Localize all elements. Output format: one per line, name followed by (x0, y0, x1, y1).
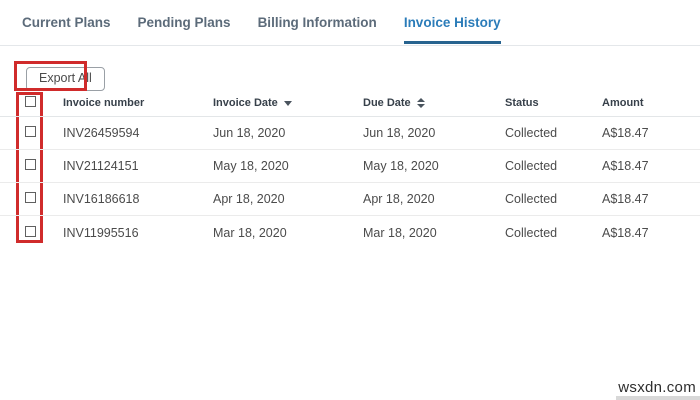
due-date-value: May 18, 2020 (363, 159, 439, 173)
row-checkbox[interactable] (25, 159, 36, 170)
table-row: INV16186618 Apr 18, 2020 Apr 18, 2020 Co… (0, 183, 700, 216)
row-checkbox-cell (0, 159, 55, 173)
invoice-number-value: INV11995516 (63, 225, 139, 240)
tab-invoice-history[interactable]: Invoice History (403, 0, 501, 45)
due-date-value: Mar 18, 2020 (363, 225, 437, 240)
select-all-checkbox[interactable] (25, 96, 36, 107)
invoice-history-table: Invoice number Invoice Date Due Date Sta… (0, 90, 700, 249)
header-invoice-number[interactable]: Invoice number (63, 97, 145, 109)
invoice-number-value: INV26459594 (63, 126, 140, 140)
invoice-number-value: INV16186618 (63, 192, 140, 206)
row-checkbox-cell (0, 126, 55, 140)
table-row: INV21124151 May 18, 2020 May 18, 2020 Co… (0, 150, 700, 183)
status-value: Collected (505, 159, 558, 173)
header-due-date-label: Due Date (363, 97, 411, 109)
invoice-date-value: Jun 18, 2020 (213, 126, 286, 140)
watermark-underline-bar (616, 396, 700, 400)
header-invoice-date-label: Invoice Date (213, 97, 278, 109)
amount-value: A$18.47 (602, 126, 649, 140)
row-checkbox-cell (0, 192, 55, 206)
table-row: INV11995516 Mar 18, 2020 Mar 18, 2020 Co… (0, 216, 700, 249)
watermark-text: wsxdn.com (618, 379, 696, 396)
due-date-value: Apr 18, 2020 (363, 192, 435, 206)
billing-tabbar: Current Plans Pending Plans Billing Info… (0, 0, 700, 46)
due-date-value: Jun 18, 2020 (363, 126, 436, 140)
header-amount[interactable]: Amount (602, 97, 644, 109)
header-invoice-date[interactable]: Invoice Date (205, 97, 355, 109)
sort-desc-icon[interactable] (283, 100, 292, 106)
table-row: INV26459594 Jun 18, 2020 Jun 18, 2020 Co… (0, 117, 700, 150)
tab-pending-plans[interactable]: Pending Plans (137, 15, 231, 30)
status-value: Collected (505, 192, 558, 206)
amount-value: A$18.47 (602, 225, 649, 240)
amount-value: A$18.47 (602, 192, 649, 206)
invoice-date-value: Mar 18, 2020 (213, 225, 287, 240)
amount-value: A$18.47 (602, 159, 649, 173)
row-checkbox-cell (0, 225, 55, 240)
table-header-row: Invoice number Invoice Date Due Date Sta… (0, 90, 700, 117)
row-checkbox[interactable] (25, 225, 36, 237)
tab-current-plans[interactable]: Current Plans (22, 15, 111, 30)
status-value: Collected (505, 225, 558, 240)
header-due-date[interactable]: Due Date (355, 97, 497, 109)
header-status[interactable]: Status (505, 97, 539, 109)
invoice-date-value: Apr 18, 2020 (213, 192, 285, 206)
export-all-button[interactable]: Export All (26, 67, 105, 91)
row-checkbox[interactable] (25, 126, 36, 137)
sort-both-icon[interactable] (416, 98, 425, 109)
invoice-number-value: INV21124151 (63, 159, 139, 173)
status-value: Collected (505, 126, 558, 140)
select-all-cell (0, 96, 55, 110)
invoice-date-value: May 18, 2020 (213, 159, 289, 173)
row-checkbox[interactable] (25, 192, 36, 203)
tab-billing-information[interactable]: Billing Information (257, 15, 377, 30)
